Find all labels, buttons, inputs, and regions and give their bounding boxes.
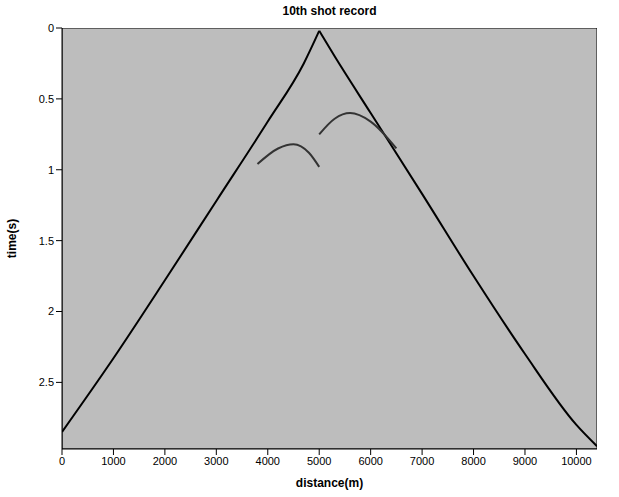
svg-text:7000: 7000 [410,455,434,467]
svg-text:8000: 8000 [461,455,485,467]
svg-text:4000: 4000 [256,455,280,467]
svg-text:2: 2 [48,305,54,317]
svg-text:1000: 1000 [101,455,125,467]
svg-text:2000: 2000 [153,455,177,467]
svg-text:1: 1 [48,164,54,176]
svg-text:3000: 3000 [204,455,228,467]
svg-text:distance(m): distance(m) [296,476,363,490]
html-text:10th shot record: 10th shot record [282,4,377,18]
svg-text:10000: 10000 [561,455,592,467]
svg-text:9000: 9000 [513,455,537,467]
svg-text:0: 0 [48,22,54,34]
svg-text:0.5: 0.5 [39,93,54,105]
svg-text:6000: 6000 [358,455,382,467]
svg-text:1.5: 1.5 [39,235,54,247]
svg-text:0: 0 [59,455,65,467]
svg-text:2.5: 2.5 [39,376,54,388]
svg-text:time(s): time(s) [5,219,19,258]
svg-text:5000: 5000 [307,455,331,467]
